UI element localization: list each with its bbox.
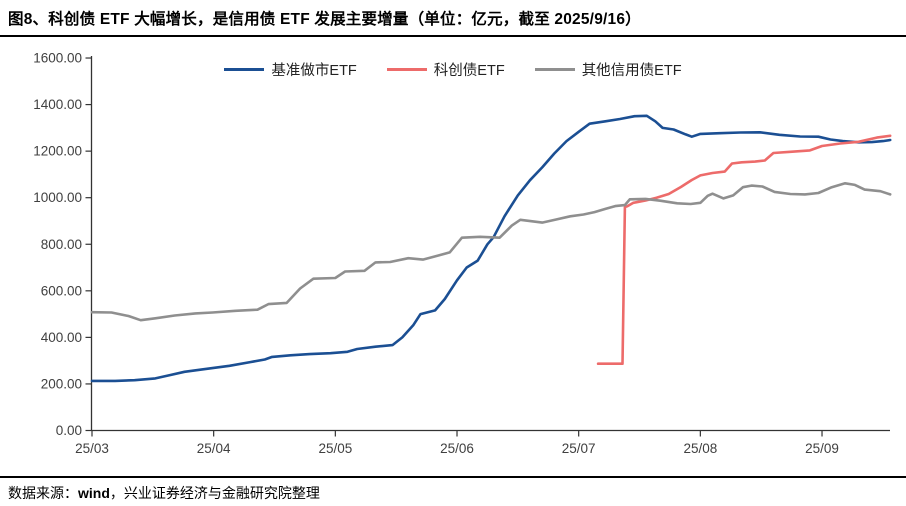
y-tick-label: 400.00	[41, 330, 82, 345]
y-tick-label: 1600.00	[33, 51, 82, 66]
y-tick-label: 800.00	[41, 237, 82, 252]
legend-label: 科创债ETF	[433, 63, 505, 79]
legend-item: 其他信用债ETF	[534, 59, 682, 80]
title-divider	[0, 35, 906, 37]
series-line-1	[596, 134, 892, 366]
source-suffix: ，兴业证券经济与金融研究院整理	[109, 485, 320, 501]
y-tick-label: 600.00	[41, 283, 82, 298]
source-prefix: 数据来源：	[8, 485, 78, 501]
data-source-note: 数据来源：wind，兴业证券经济与金融研究院整理	[8, 483, 320, 503]
chart-legend: 基准做市ETF 科创债ETF 其他信用债ETF	[0, 59, 906, 80]
source-name: wind	[78, 485, 110, 501]
footer-divider	[0, 476, 906, 478]
legend-swatch	[534, 68, 575, 71]
y-tick-label: 200.00	[41, 376, 82, 391]
legend-swatch	[386, 68, 427, 71]
y-tick-label: 1000.00	[33, 190, 82, 205]
legend-label: 基准做市ETF	[271, 63, 357, 79]
x-tick-label: 25/05	[318, 441, 352, 456]
legend-item: 基准做市ETF	[224, 59, 357, 80]
x-tick-label: 25/04	[197, 441, 231, 456]
x-tick-label: 25/09	[805, 441, 839, 456]
y-tick-label: 1400.00	[33, 97, 82, 112]
x-tick-label: 25/03	[75, 441, 109, 456]
y-tick-label: 1200.00	[33, 144, 82, 159]
series-line-2	[90, 182, 892, 322]
legend-label: 其他信用债ETF	[581, 63, 682, 79]
legend-swatch	[224, 68, 265, 71]
x-tick-label: 25/08	[683, 441, 717, 456]
figure-title: 图8、科创债 ETF 大幅增长，是信用债 ETF 发展主要增量（单位：亿元，截至…	[8, 11, 641, 28]
y-tick-label: 0.00	[56, 423, 82, 438]
series-line-0	[90, 114, 892, 383]
legend-item: 科创债ETF	[386, 59, 505, 80]
x-tick-label: 25/06	[440, 441, 474, 456]
x-tick-label: 25/07	[562, 441, 596, 456]
